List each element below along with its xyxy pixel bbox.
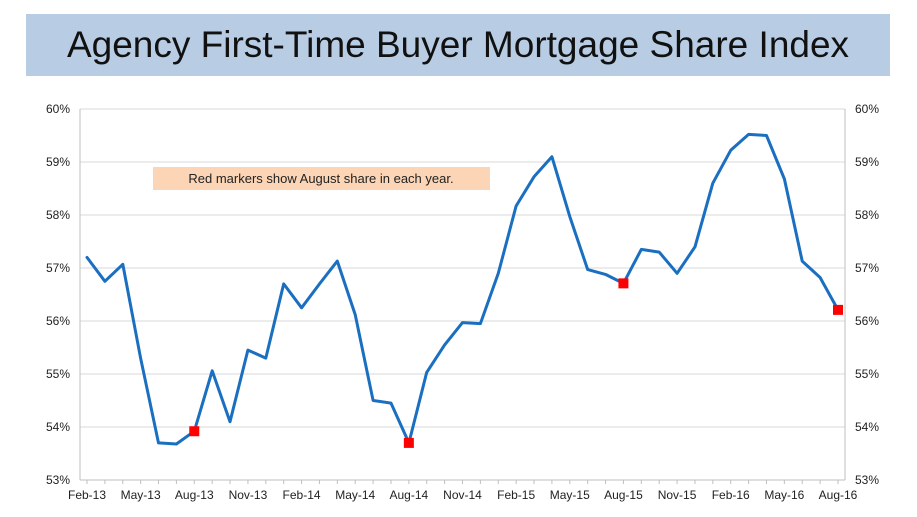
x-tick-label: May-15 bbox=[550, 488, 590, 502]
y-tick-label-right: 55% bbox=[855, 367, 879, 381]
x-tick-label: Aug-16 bbox=[819, 488, 858, 502]
y-tick-label-left: 58% bbox=[46, 208, 70, 222]
y-tick-label-right: 60% bbox=[855, 102, 879, 116]
y-tick-label-left: 60% bbox=[46, 102, 70, 116]
x-tick-label: Nov-14 bbox=[443, 488, 482, 502]
august-marker bbox=[618, 278, 629, 289]
chart-title: Agency First-Time Buyer Mortgage Share I… bbox=[66, 24, 850, 65]
y-tick-label-left: 55% bbox=[46, 367, 70, 381]
annotation-text: Red markers show August share in each ye… bbox=[188, 171, 453, 186]
x-tick-label: Aug-14 bbox=[390, 488, 429, 502]
annotation: Red markers show August share in each ye… bbox=[153, 167, 490, 190]
y-tick-label-right: 53% bbox=[855, 473, 879, 487]
y-tick-label-right: 57% bbox=[855, 261, 879, 275]
y-tick-label-left: 54% bbox=[46, 420, 70, 434]
y-tick-label-left: 56% bbox=[46, 314, 70, 328]
series-layer bbox=[85, 132, 840, 446]
axes bbox=[79, 109, 846, 484]
series-line bbox=[85, 132, 840, 446]
y-tick-label-right: 56% bbox=[855, 314, 879, 328]
x-tick-label: Aug-13 bbox=[175, 488, 214, 502]
august-marker bbox=[189, 426, 200, 437]
x-tick-label: May-16 bbox=[764, 488, 804, 502]
gridlines bbox=[80, 108, 845, 428]
x-tick-label: Feb-13 bbox=[68, 488, 106, 502]
x-tick-label: Nov-15 bbox=[658, 488, 697, 502]
annotation-box bbox=[153, 167, 490, 190]
tick-labels: 53% 53% 54% 54% 55% 55% 56% 56% 57% 57% 58% 58% 59% 5… bbox=[46, 102, 879, 502]
x-tick-label: Aug-15 bbox=[604, 488, 643, 502]
x-tick-label: Feb-14 bbox=[283, 488, 321, 502]
august-marker bbox=[403, 437, 414, 448]
y-tick-label-right: 58% bbox=[855, 208, 879, 222]
markers-layer bbox=[189, 278, 843, 448]
y-tick-label-left: 53% bbox=[46, 473, 70, 487]
x-tick-label: Feb-15 bbox=[497, 488, 535, 502]
y-tick-label-right: 59% bbox=[855, 155, 879, 169]
y-tick-label-right: 54% bbox=[855, 420, 879, 434]
chart-title-bar: Agency First-Time Buyer Mortgage Share I… bbox=[26, 14, 890, 76]
y-tick-label-left: 57% bbox=[46, 261, 70, 275]
x-tick-label: Feb-16 bbox=[712, 488, 750, 502]
y-tick-label-left: 59% bbox=[46, 155, 70, 169]
x-tick-label: May-14 bbox=[335, 488, 375, 502]
x-tick-label: Nov-13 bbox=[229, 488, 268, 502]
x-tick-label: May-13 bbox=[121, 488, 161, 502]
august-marker bbox=[833, 304, 843, 315]
